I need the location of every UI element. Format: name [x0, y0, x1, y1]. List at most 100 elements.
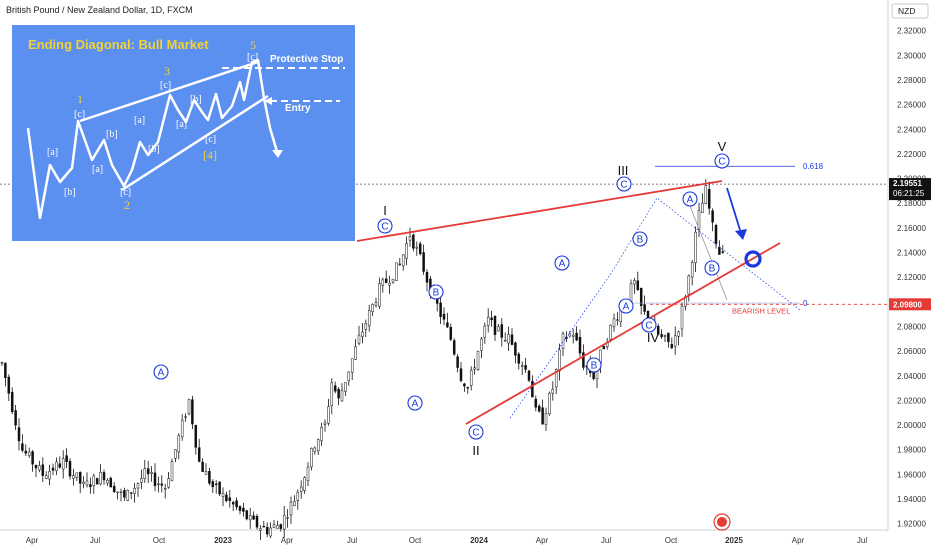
wedge-upper-trendline [356, 180, 723, 242]
x-tick-label: Apr [281, 536, 294, 545]
candle-body [384, 278, 388, 283]
candle-body [286, 517, 289, 519]
svg-text:C: C [718, 157, 725, 168]
y-tick-label: 2.32000 [897, 27, 926, 36]
wave-roman-iii: III [618, 163, 629, 178]
candle-body [480, 338, 483, 351]
svg-text:A: A [412, 399, 419, 410]
candle-body [95, 478, 99, 485]
candle-body [143, 468, 147, 480]
candle-body [24, 450, 28, 454]
candle-body [701, 202, 704, 213]
candle-body [65, 455, 68, 462]
wave-label-b: B [586, 357, 602, 373]
candle-body [27, 451, 31, 456]
svg-text:C: C [472, 428, 479, 439]
svg-text:B: B [637, 235, 644, 246]
candle-body [61, 458, 65, 470]
candle-body [616, 319, 619, 321]
candle-body [225, 494, 228, 502]
currency-badge[interactable]: NZD [891, 3, 929, 19]
x-tick-label: Oct [409, 536, 422, 545]
candle-body [337, 388, 340, 399]
last-price-value: 2.19551 [893, 179, 922, 188]
svg-text:B: B [591, 361, 598, 372]
candle-body [235, 500, 238, 508]
candle-body [449, 327, 453, 340]
x-tick-label: Oct [153, 536, 166, 545]
wave-roman-iv: IV [647, 330, 660, 345]
candle-body [636, 280, 640, 290]
svg-text:C: C [620, 180, 627, 191]
candle-body [327, 406, 330, 424]
candle-body [310, 448, 313, 468]
x-tick-label: 2024 [470, 536, 488, 545]
candle-body [486, 316, 490, 326]
candle-body [680, 305, 684, 330]
candle-body [490, 317, 493, 321]
candle-body [711, 210, 714, 223]
candle-body [561, 333, 565, 349]
candle-body [452, 340, 456, 355]
candle-body [554, 369, 558, 388]
svg-text:B: B [709, 264, 716, 275]
channel-guide-line [689, 205, 728, 301]
x-tick-label: Apr [792, 536, 805, 545]
projection-arrow-line [726, 187, 741, 231]
currency-badge-label: NZD [898, 6, 915, 16]
y-tick-label: 2.04000 [897, 372, 926, 381]
candle-body [548, 392, 551, 415]
candles-layer [0, 179, 725, 541]
ending-diagonal-inset: Ending Diagonal: Bull Market 1 2 3 [4] 5… [12, 25, 355, 241]
candle-body [194, 425, 198, 448]
candle-body [167, 478, 170, 488]
candle-body [272, 524, 276, 528]
candle-body [306, 466, 310, 482]
y-tick-label: 1.92000 [897, 520, 926, 529]
candle-body [259, 528, 262, 531]
candle-body [136, 483, 140, 489]
candle-body [537, 405, 541, 412]
candle-body [609, 325, 612, 340]
y-tick-label: 2.22000 [897, 150, 926, 159]
inset-sub-label: [a] [176, 119, 187, 130]
candle-body [163, 488, 167, 490]
inset-entry-label: Entry [285, 103, 311, 114]
candle-body [544, 413, 548, 425]
candle-body [41, 464, 45, 476]
candle-body [446, 322, 449, 328]
candle-body [374, 302, 378, 306]
candle-body [323, 422, 327, 425]
candle-body [68, 461, 72, 477]
candle-body [476, 351, 480, 370]
candle-body [639, 287, 643, 307]
candle-body [123, 490, 126, 498]
wave-label-a: A [153, 364, 169, 380]
candle-body [170, 461, 174, 482]
candle-body [388, 282, 391, 286]
candle-body [126, 489, 130, 501]
fib-0-label: 0 [803, 299, 808, 308]
candle-body [265, 526, 269, 535]
inset-protective-stop-label: Protective Stop [270, 54, 343, 65]
y-tick-label: 2.18000 [897, 199, 926, 208]
candle-body [197, 447, 201, 462]
candle-body [395, 262, 398, 281]
y-tick-label: 2.26000 [897, 101, 926, 110]
wave-roman-i: I [383, 203, 387, 218]
candle-body [55, 461, 58, 472]
inset-sub-label: [a] [47, 147, 58, 158]
candle-body [667, 332, 670, 342]
broker-logo-icon [713, 513, 731, 531]
candle-body [412, 234, 415, 249]
candle-body [160, 483, 164, 486]
candle-body [391, 278, 395, 283]
x-tick-label: Jul [90, 536, 100, 545]
candle-body [7, 376, 11, 394]
inset-wave-1: 1 [77, 92, 83, 106]
candle-body [398, 263, 402, 266]
candle-body [340, 390, 344, 402]
